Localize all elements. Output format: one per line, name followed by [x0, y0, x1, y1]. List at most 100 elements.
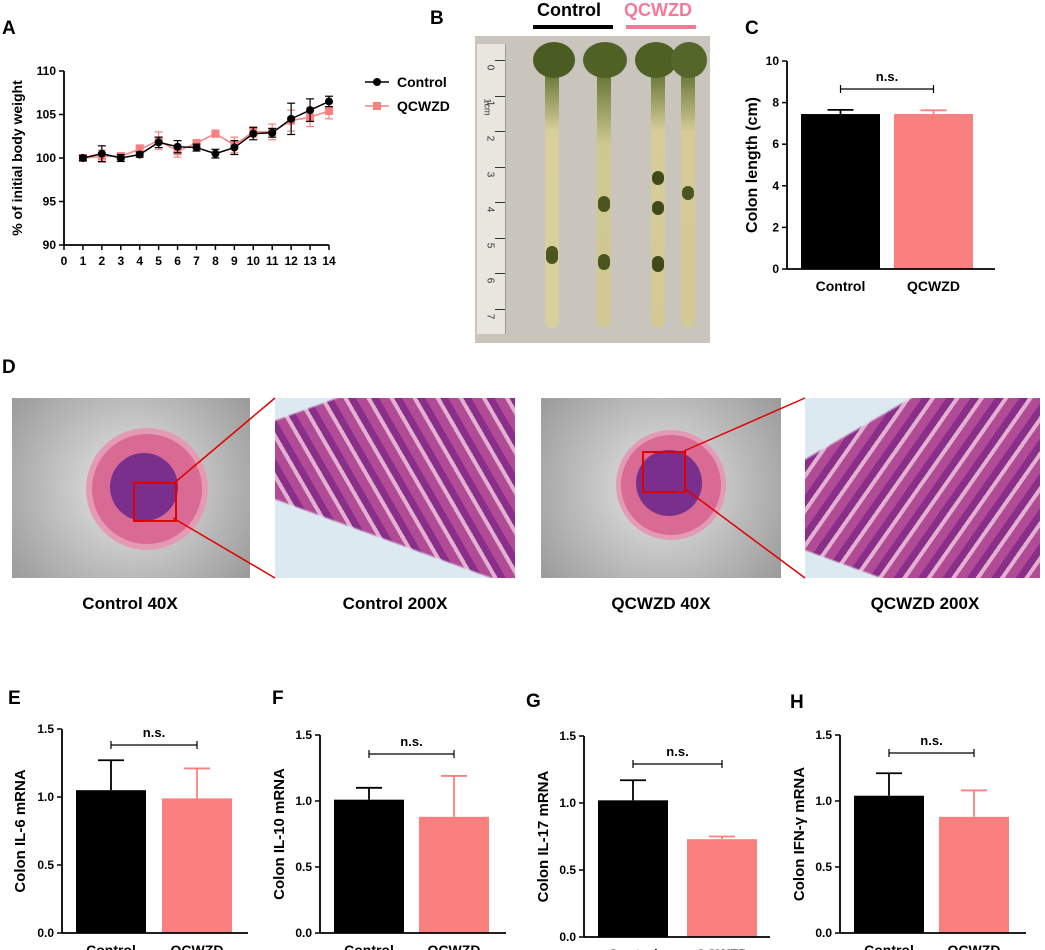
panel-label-h: H [790, 692, 804, 713]
legend-marker [373, 102, 381, 110]
fecal-pellet [682, 186, 694, 200]
x-tick-label: 6 [174, 254, 181, 268]
y-tick-label: 2 [772, 220, 779, 234]
y-tick-label: 4 [772, 179, 779, 193]
colon-length-bar-chart: Control QCWZD 0 2 4 6 8 10 Colon length (cm) n.s. [744, 54, 995, 294]
x-tick-label: 1 [80, 254, 87, 268]
x-tick-label: 7 [193, 254, 200, 268]
zoom-box [642, 451, 686, 493]
panel-label-g: G [526, 691, 541, 712]
significance-label: n.s. [920, 733, 942, 748]
category-label: QCWZD [696, 946, 749, 950]
ruler [477, 44, 506, 334]
category-label: QCWZD [907, 278, 960, 294]
x-tick-label: 9 [231, 254, 238, 268]
significance-label: n.s. [666, 744, 688, 759]
y-tick-label: 1.5 [37, 722, 54, 736]
zoom-box [133, 482, 177, 522]
data-point-control [154, 138, 163, 147]
y-tick-label: 95 [43, 195, 57, 209]
bar-control [854, 795, 924, 933]
ruler-tick [495, 308, 505, 310]
y-axis-title: Colon IL-10 mRNA [271, 768, 288, 900]
zoom-line [683, 397, 806, 452]
data-point-qcwzd [192, 139, 201, 148]
ruler-tick [495, 131, 505, 132]
bar-qcwzd [894, 114, 973, 269]
y-axis-title: Colon IFN-γ mRNA [791, 767, 808, 901]
y-tick-label: 10 [766, 54, 780, 68]
histology-qcwzd-200x [805, 398, 1040, 578]
data-point-control [306, 106, 315, 115]
il10-bar-chart: Control QCWZD 0.0 0.5 1.0 1.5 Colon IL-10 mRNA… [271, 728, 506, 950]
fecal-pellet [546, 246, 558, 264]
data-point-control [230, 143, 239, 152]
significance-label: n.s. [400, 734, 422, 749]
y-tick-label: 1.5 [815, 728, 832, 742]
histology-control-200x [275, 398, 515, 578]
x-tick-label: 14 [322, 254, 336, 268]
ruler-tick [495, 273, 505, 274]
data-point-control [287, 114, 296, 123]
legend-label: Control [397, 74, 447, 90]
data-point-control [97, 149, 106, 158]
y-tick-label: 1.0 [559, 796, 576, 810]
data-point-control [325, 97, 333, 106]
zoom-line [172, 397, 276, 485]
qcwzd-group-underline [626, 25, 696, 29]
x-tick-label: 13 [303, 254, 317, 268]
fecal-pellet [598, 196, 610, 212]
il6-bar-chart: Control QCWZD 0.0 0.5 1.0 1.5 Colon IL-6 mRNA n… [12, 722, 248, 950]
panel-label-a: A [2, 18, 16, 39]
x-tick-label: 10 [247, 254, 261, 268]
fecal-pellet [652, 171, 664, 185]
data-point-control [249, 129, 258, 138]
zoom-connector-lines [172, 397, 806, 579]
bar-qcwzd [939, 816, 1009, 933]
mucosa [110, 453, 178, 521]
ifng-bar-chart: Control QCWZD 0.0 0.5 1.0 1.5 Colon IFN-γ mRNA… [791, 728, 1026, 950]
cecum [635, 42, 677, 78]
fecal-pellet [652, 256, 664, 272]
y-tick-label: 6 [772, 137, 779, 151]
category-label: Control [344, 942, 394, 950]
y-tick-label: 1.0 [295, 794, 312, 808]
legend-marker [373, 78, 381, 86]
y-tick-label: 0.0 [37, 926, 54, 940]
mucosa [636, 450, 702, 516]
y-tick-label: 0.5 [295, 860, 312, 874]
y-tick-label: 1.5 [559, 729, 576, 743]
significance-label: n.s. [143, 725, 165, 740]
data-point-qcwzd [135, 145, 144, 154]
bar-qcwzd [687, 839, 757, 937]
ruler-tick [495, 202, 505, 203]
panel-label-f: F [272, 688, 284, 709]
category-label: QCWZD [948, 942, 1001, 950]
y-tick-label: 90 [43, 238, 57, 252]
x-tick-label: 5 [155, 254, 162, 268]
y-tick-label: 100 [36, 151, 56, 165]
y-tick-label: 1.0 [37, 790, 54, 804]
histology-qcwzd-40x [541, 398, 781, 578]
y-tick-label: 0.5 [815, 860, 832, 874]
cecum [583, 42, 627, 78]
data-point-control [173, 142, 182, 151]
data-point-control [192, 143, 201, 152]
data-point-control [268, 128, 277, 137]
panel-label-d: D [2, 357, 16, 378]
x-tick-label: 4 [136, 254, 143, 268]
cecum [671, 42, 707, 78]
ruler-tick [495, 95, 505, 97]
lumen [275, 398, 515, 578]
x-tick-label: 12 [284, 254, 298, 268]
control-group-label: Control [537, 0, 601, 20]
zoom-line [683, 487, 806, 579]
panel-label-c: C [745, 18, 759, 39]
y-axis-title: % of initial body weight [9, 80, 25, 236]
data-point-control [116, 154, 125, 162]
data-point-control [135, 150, 144, 159]
category-label: Control [608, 946, 658, 950]
y-tick-label: 0.0 [815, 926, 832, 940]
